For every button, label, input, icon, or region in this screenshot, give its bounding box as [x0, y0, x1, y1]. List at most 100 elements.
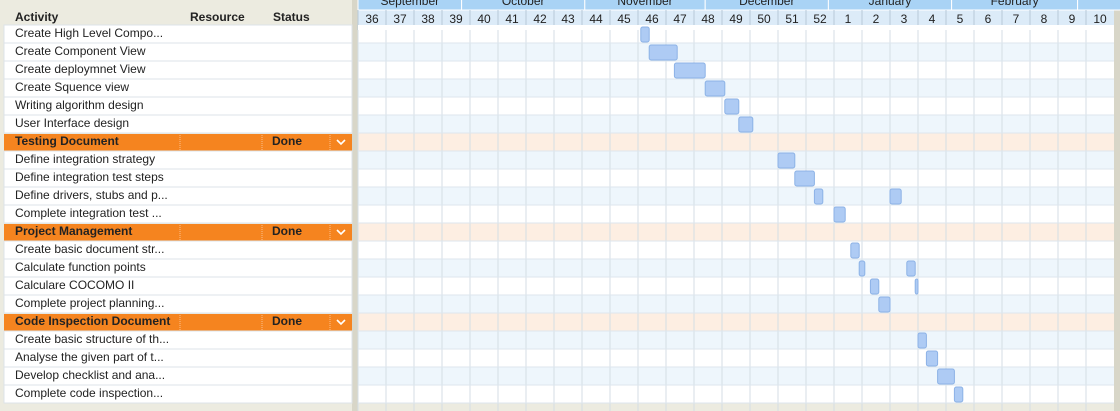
task-name: Complete code inspection...: [15, 386, 163, 400]
task-name: Create basic document str...: [15, 242, 164, 256]
month-label: September: [380, 0, 439, 8]
task-row[interactable]: [3, 114, 353, 134]
column-header[interactable]: Resource: [190, 10, 245, 24]
task-bar[interactable]: [777, 152, 796, 169]
group-name: Project Management: [15, 224, 132, 238]
group-status: Done: [272, 314, 302, 328]
month-label: November: [617, 0, 672, 8]
week-label: 3: [901, 12, 908, 26]
task-bar[interactable]: [869, 278, 880, 295]
group-status: Done: [272, 224, 302, 238]
task-bar[interactable]: [813, 188, 824, 205]
week-label: 38: [421, 12, 435, 26]
week-label: 6: [985, 12, 992, 26]
week-label: 5: [957, 12, 964, 26]
task-name: Analyse the given part of t...: [15, 350, 164, 364]
group-timeline-row: [358, 133, 1114, 151]
task-row[interactable]: [3, 204, 353, 224]
status-dropdown[interactable]: [336, 229, 346, 236]
month-label: October: [502, 0, 545, 8]
week-label: 51: [785, 12, 799, 26]
timeline-row: [358, 61, 1114, 79]
week-label: 4: [929, 12, 936, 26]
group-timeline-row: [358, 313, 1114, 331]
task-bar[interactable]: [925, 350, 939, 367]
timeline-row: [358, 187, 1114, 205]
week-label: 37: [393, 12, 407, 26]
task-bar[interactable]: [850, 242, 860, 259]
task-name: Create High Level Compo...: [15, 26, 163, 40]
task-bar[interactable]: [704, 80, 726, 97]
week-label: 49: [729, 12, 743, 26]
task-bar[interactable]: [648, 44, 678, 61]
task-name: Complete integration test ...: [15, 206, 162, 220]
week-label: 52: [813, 12, 827, 26]
timeline-row: [358, 385, 1114, 403]
task-bar[interactable]: [858, 260, 866, 277]
splitter[interactable]: [352, 0, 358, 411]
task-name: Create deploymnet View: [15, 62, 146, 76]
week-label: 48: [701, 12, 715, 26]
task-bar[interactable]: [724, 98, 740, 115]
week-label: 45: [617, 12, 631, 26]
week-label: 9: [1069, 12, 1076, 26]
task-bar[interactable]: [738, 116, 754, 133]
status-dropdown[interactable]: [336, 139, 346, 146]
week-label: 36: [365, 12, 379, 26]
month-cell: [1077, 0, 1120, 11]
timeline-row: [358, 205, 1114, 223]
task-name: Define integration strategy: [15, 152, 155, 166]
timeline-row: [358, 349, 1114, 367]
task-name: Writing algorithm design: [15, 98, 144, 112]
column-header[interactable]: Status: [273, 10, 310, 24]
task-bar[interactable]: [878, 296, 891, 313]
week-label: 50: [757, 12, 771, 26]
week-label: 43: [561, 12, 575, 26]
week-label: 41: [505, 12, 519, 26]
week-label: 10: [1093, 12, 1107, 26]
timeline-row: [358, 367, 1114, 385]
week-label: 44: [589, 12, 603, 26]
column-header[interactable]: Activity: [15, 10, 59, 24]
task-bar[interactable]: [889, 188, 902, 205]
task-bar[interactable]: [640, 26, 650, 43]
week-label: 8: [1041, 12, 1048, 26]
task-name: Create Squence view: [15, 80, 129, 94]
group-timeline-row: [358, 223, 1114, 241]
task-name: User Interface design: [15, 116, 129, 130]
week-label: 46: [645, 12, 659, 26]
task-name: Calculate function points: [15, 260, 146, 274]
task-bar[interactable]: [917, 332, 927, 349]
task-bar[interactable]: [906, 260, 916, 277]
week-label: 47: [673, 12, 687, 26]
month-label: December: [739, 0, 794, 8]
task-bar[interactable]: [953, 386, 964, 403]
group-status: Done: [272, 134, 302, 148]
month-label: February: [991, 0, 1039, 8]
task-name: Define integration test steps: [15, 170, 164, 184]
task-bar[interactable]: [937, 368, 955, 385]
task-name: Create Component View: [15, 44, 146, 58]
task-name: Complete project planning...: [15, 296, 164, 310]
task-bar[interactable]: [914, 278, 919, 295]
group-row[interactable]: [4, 224, 352, 241]
status-dropdown[interactable]: [336, 319, 346, 326]
week-label: 7: [1013, 12, 1020, 26]
timeline-row: [358, 43, 1114, 61]
timeline-row: [358, 241, 1114, 259]
timeline-row: [358, 169, 1114, 187]
group-row[interactable]: [4, 134, 352, 151]
timeline-row: [358, 25, 1114, 43]
task-bar[interactable]: [833, 206, 846, 223]
task-row[interactable]: [3, 384, 353, 404]
month-label: January: [869, 0, 912, 8]
timeline-row: [358, 259, 1114, 277]
scrollbar[interactable]: [1114, 0, 1120, 411]
timeline-row: [358, 79, 1114, 97]
task-bar[interactable]: [673, 62, 706, 79]
task-row[interactable]: [3, 294, 353, 314]
task-name: Define drivers, stubs and p...: [15, 188, 168, 202]
task-bar[interactable]: [794, 170, 815, 187]
group-row[interactable]: [4, 314, 352, 331]
